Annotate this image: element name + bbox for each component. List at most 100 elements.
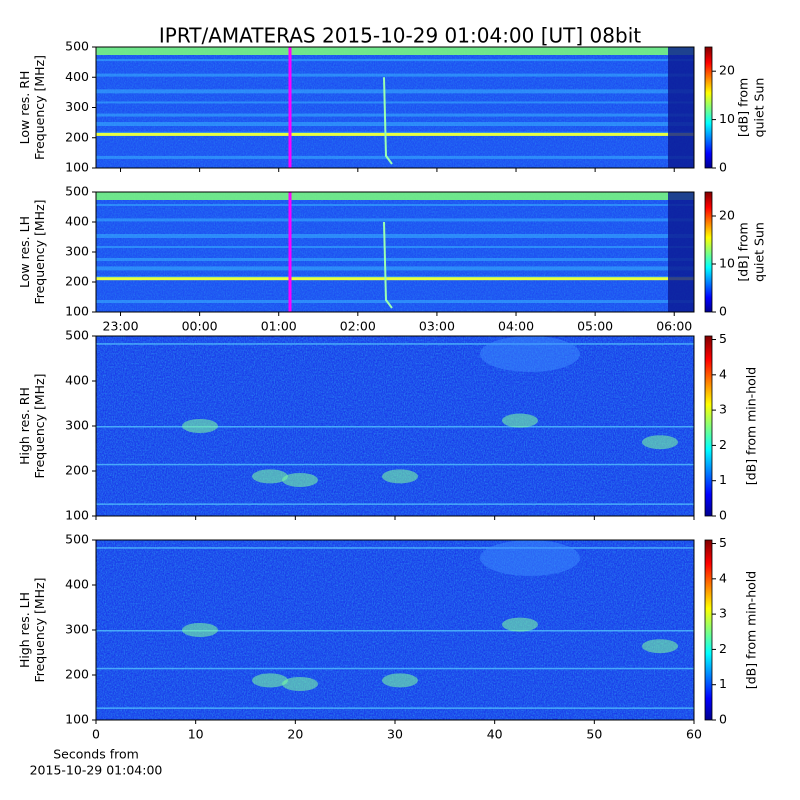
colorbar-label: [dB] from min-hold <box>744 571 759 689</box>
burst <box>383 221 393 309</box>
strong-band <box>96 132 694 136</box>
burst-patch <box>182 419 218 433</box>
burst-patch <box>282 677 318 691</box>
x-tick-label: 30 <box>387 727 403 742</box>
colorbar-tick-label: 10 <box>719 111 735 126</box>
colorbar <box>704 191 713 313</box>
colorbar-tick-label: 4 <box>719 570 727 585</box>
y-tick-label: 200 <box>65 129 89 144</box>
x-tick-label: 50 <box>586 727 602 742</box>
x-tick-label: 04:00 <box>498 319 534 334</box>
colorbar-tick-label: 0 <box>719 712 727 727</box>
colorbar-tick-label: 1 <box>719 472 727 487</box>
burst <box>383 77 393 165</box>
dark-edge <box>668 47 694 168</box>
band-streak <box>96 204 694 206</box>
y-tick-label: 300 <box>65 99 89 114</box>
y-tick-label: 200 <box>65 274 89 289</box>
top-band <box>96 47 694 55</box>
x-tick-label: 01:00 <box>261 319 297 334</box>
y-tick-label: 500 <box>65 532 89 547</box>
colorbar-tick-label: 0 <box>719 160 727 175</box>
y-tick-label: 300 <box>65 418 89 433</box>
x-tick-label: 20 <box>287 727 303 742</box>
band-streak <box>96 630 694 632</box>
colorbar-label: [dB] from min-hold <box>744 367 759 485</box>
colorbar-tick-label: 1 <box>719 676 727 691</box>
y-tick-label: 100 <box>65 304 89 319</box>
band-streak <box>96 547 694 549</box>
x-tick-label: 40 <box>487 727 503 742</box>
burst-patch <box>642 435 678 450</box>
y-axis-label: Frequency [MHz] <box>32 577 47 682</box>
y-tick-label: 400 <box>65 69 89 84</box>
x-tick-label: 10 <box>188 727 204 742</box>
y-axis-label: Low res. LH <box>17 216 32 288</box>
burst-patch <box>252 673 288 688</box>
colorbar-tick-label: 5 <box>719 535 727 550</box>
colorbar-tick-label: 0 <box>719 508 727 523</box>
y-tick-label: 500 <box>65 328 89 343</box>
y-tick-label: 100 <box>65 712 89 727</box>
glow <box>480 336 580 372</box>
y-tick-label: 100 <box>65 508 89 523</box>
y-tick-label: 500 <box>65 184 89 199</box>
band-streak <box>96 343 694 345</box>
y-tick-label: 300 <box>65 622 89 637</box>
band-streak <box>96 122 694 127</box>
burst-patch <box>502 413 538 428</box>
band-streak <box>96 667 694 670</box>
y-tick-label: 400 <box>65 214 89 229</box>
band-streak <box>96 503 694 505</box>
colorbar <box>704 335 713 517</box>
x-axis-label: 2015-10-29 01:04:00 <box>30 763 163 778</box>
colorbar-label: [dB] from <box>736 78 751 137</box>
x-tick-label: 60 <box>686 727 702 742</box>
colorbar-tick-label: 3 <box>719 402 727 417</box>
colorbar-tick-label: 20 <box>719 63 735 78</box>
x-tick-label: 00:00 <box>182 319 218 334</box>
band-streak <box>96 113 694 117</box>
band-streak <box>96 155 694 159</box>
y-axis-label: High res. RH <box>17 387 32 465</box>
colorbar-tick-label: 0 <box>719 304 727 319</box>
dark-edge <box>668 192 694 312</box>
spectrogram-noise <box>96 47 694 168</box>
y-tick-label: 100 <box>65 160 89 175</box>
y-tick-label: 200 <box>65 667 89 682</box>
band-streak <box>96 73 694 77</box>
colorbar-tick-label: 10 <box>719 256 735 271</box>
colorbar-label: quiet Sun <box>752 222 767 282</box>
x-tick-label: 05:00 <box>577 319 613 334</box>
x-tick-label: 06:00 <box>656 319 692 334</box>
y-tick-label: 300 <box>65 244 89 259</box>
band-streak <box>96 258 694 261</box>
figure-title: IPRT/AMATERAS 2015-10-29 01:04:00 [UT] 0… <box>159 24 641 48</box>
strong-band <box>96 277 694 281</box>
spectrogram-noise <box>96 192 694 312</box>
burst-patch <box>182 623 218 637</box>
y-axis-label: Frequency [MHz] <box>32 199 47 304</box>
burst-patch <box>502 617 538 632</box>
band-streak <box>96 246 694 248</box>
burst-patch <box>642 639 678 654</box>
colorbar <box>704 46 713 169</box>
band-streak <box>96 300 694 303</box>
colorbar <box>704 539 713 721</box>
band-streak <box>96 707 694 709</box>
burst-patch <box>382 673 418 688</box>
colorbar-tick-label: 4 <box>719 366 727 381</box>
x-tick-label: 0 <box>92 727 100 742</box>
band-streak <box>96 266 694 271</box>
band-streak <box>96 218 694 222</box>
burst-patch <box>252 469 288 484</box>
y-axis-label: Low res. RH <box>17 71 32 145</box>
y-tick-label: 500 <box>65 39 89 54</box>
colorbar-tick-label: 20 <box>719 208 735 223</box>
band-streak <box>96 89 694 94</box>
y-tick-label: 400 <box>65 577 89 592</box>
band-streak <box>96 234 694 238</box>
y-axis-label: Frequency [MHz] <box>32 373 47 478</box>
x-tick-label: 23:00 <box>103 319 139 334</box>
